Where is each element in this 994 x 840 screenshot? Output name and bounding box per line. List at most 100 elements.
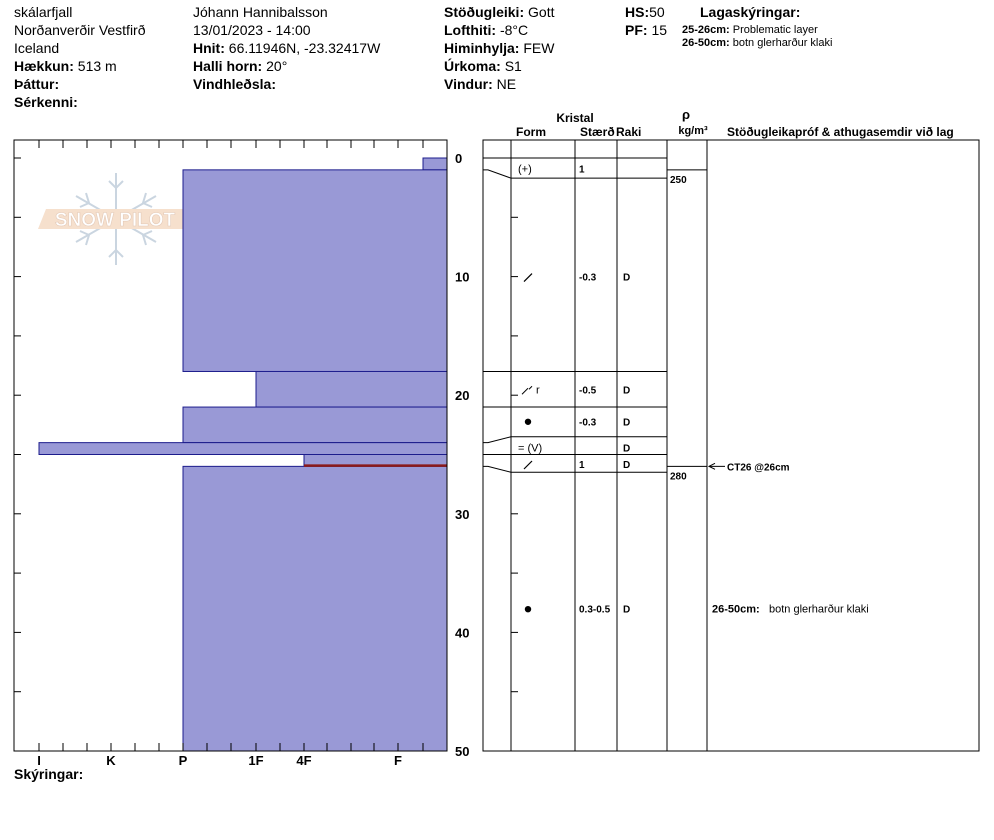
wind-label: Vindur: (444, 76, 493, 92)
pf-row: PF: 15 (625, 21, 667, 39)
depth-tick-label: 10 (455, 270, 469, 285)
header-crystal: Kristal (556, 111, 593, 125)
stability-row: Stöðugleiki: Gott (444, 3, 554, 21)
depth-tick-label: 0 (455, 151, 462, 166)
hardness-tick-label: K (106, 753, 116, 768)
observer-name: Jóhann Hannibalsson (193, 4, 328, 20)
hardness-tick-label: F (394, 753, 402, 768)
layer-notes-title: Lagaskýringar: (700, 4, 801, 20)
depth-tick-label: 20 (455, 388, 469, 403)
feature-label: Sérkenni: (14, 94, 78, 110)
grain-form-decomposing-icon (521, 387, 529, 395)
wind-loading-label: Vindhleðsla: (193, 76, 276, 92)
hs-value: 50 (649, 4, 665, 20)
hardness-tick-label: 1F (248, 753, 263, 768)
elevation-value: 513 m (77, 58, 117, 74)
grain-form-rounded-icon (524, 605, 532, 613)
header-form: Form (516, 125, 546, 139)
grain-size-value: -0.3 (579, 273, 597, 284)
hardness-tick-label: P (179, 753, 188, 768)
pf-label: PF: (625, 22, 648, 38)
grain-size-value: -0.5 (579, 385, 597, 396)
density-value: 280 (670, 471, 687, 482)
air-temp-row: Lofthiti: -8°C (444, 21, 528, 39)
air-temp-value: -8°C (499, 22, 529, 38)
depth-tick-label: 50 (455, 744, 469, 759)
slope-row: Halli horn: 20° (193, 57, 287, 75)
hardness-layer-bar (255, 370, 448, 408)
grain-moisture-value: D (623, 460, 630, 471)
coords-row: Hnit: 66.11946N, -23.32417W (193, 39, 380, 57)
hardness-axis: I K P 1F 4F F (37, 753, 402, 768)
layer-note-2: 26-50cm: botn glerharður klaki (682, 37, 833, 49)
snowpilot-logo: SNOW PILOT (38, 173, 192, 265)
hs-row: HS:50 (625, 3, 665, 21)
grain-moisture-value: D (623, 417, 630, 428)
layer-note-1: 25-26cm: Problematic layer (682, 24, 818, 36)
slope-value: 20° (266, 58, 288, 74)
sky-value: FEW (523, 40, 555, 56)
header-size: Stærð (580, 125, 615, 139)
comment-depth-label: 26-50cm: (712, 604, 760, 616)
depth-tick-label: 40 (455, 625, 469, 640)
problematic-layer-marker (304, 464, 447, 467)
grain-form-rounded-icon (524, 418, 532, 425)
hardness-tick-label: 4F (296, 753, 311, 768)
grain-form-text: (+) (518, 164, 532, 176)
country-name: Iceland (14, 40, 60, 56)
precip-value: S1 (504, 58, 522, 74)
precip-row: Úrkoma: S1 (444, 57, 522, 75)
hs-label: HS: (625, 4, 650, 20)
hardness-layer-bar (422, 157, 448, 171)
observation-datetime: 13/01/2023 - 14:00 (193, 22, 311, 38)
wind-row: Vindur: NE (444, 75, 516, 93)
hardness-layer-bar (38, 442, 448, 456)
depth-tick-label: 30 (455, 507, 469, 522)
wind-loading-row: Vindhleðsla: (193, 75, 276, 93)
coords-label: Hnit: (193, 40, 225, 56)
grain-form-modifier: r (536, 384, 540, 396)
hardness-layers (38, 157, 448, 752)
elevation-row: Hækkun: 513 m (14, 57, 117, 75)
aspect-row: Þáttur: (14, 75, 59, 93)
grain-size-value: 0.3-0.5 (579, 605, 611, 616)
header-density-unit: kg/m³ (678, 125, 708, 137)
precip-label: Úrkoma: (444, 58, 501, 74)
sky-label: Himinhylja: (444, 40, 520, 56)
coords-value: 66.11946N, -23.32417W (228, 40, 381, 56)
grain-size-value: 1 (579, 165, 585, 176)
grain-size-value: 1 (579, 460, 585, 471)
air-temp-label: Lofthiti: (444, 22, 497, 38)
crystal-table-headers: Kristal Form Stærð Raki ρ kg/m³ Stöðugleikapró… (516, 107, 954, 139)
grain-form-decomposing-icon (523, 460, 533, 470)
header-density-symbol: ρ (682, 107, 690, 122)
stability-test-label: CT26 @26cm (727, 462, 790, 473)
grain-moisture-value: D (623, 605, 630, 616)
grain-form-decomposing-icon (523, 273, 533, 283)
hardness-layer-bar (182, 406, 448, 444)
hardness-layer-bar (182, 169, 448, 372)
header-moisture: Raki (616, 125, 641, 139)
grain-moisture-value: D (623, 385, 630, 396)
hardness-tick-label: I (37, 753, 41, 768)
pf-value: 15 (651, 22, 668, 38)
hardness-chart-frame (13, 139, 448, 752)
slope-label: Halli horn: (193, 58, 263, 74)
stability-value: Gott (528, 4, 555, 20)
wind-value: NE (496, 76, 517, 92)
grain-size-value: -0.3 (579, 417, 597, 428)
grain-moisture-value: D (623, 273, 630, 284)
layer-connector-line (483, 436, 512, 444)
density-value: 250 (670, 175, 687, 186)
depth-axis: 0 10 20 30 40 50 (455, 151, 469, 759)
notes-label: Skýringar: (14, 766, 84, 782)
stability-label: Stöðugleiki: (444, 4, 525, 20)
crystal-table (482, 139, 980, 752)
feature-row: Sérkenni: (14, 93, 78, 111)
hardness-layer-bar (182, 465, 448, 752)
grain-moisture-value: D (623, 443, 630, 454)
region-name: Norðanverðir Vestfirð (14, 22, 146, 38)
header-comments: Stöðugleikapróf & athugasemdir við lag (727, 125, 954, 139)
svg-text:SNOW PILOT: SNOW PILOT (55, 210, 176, 231)
